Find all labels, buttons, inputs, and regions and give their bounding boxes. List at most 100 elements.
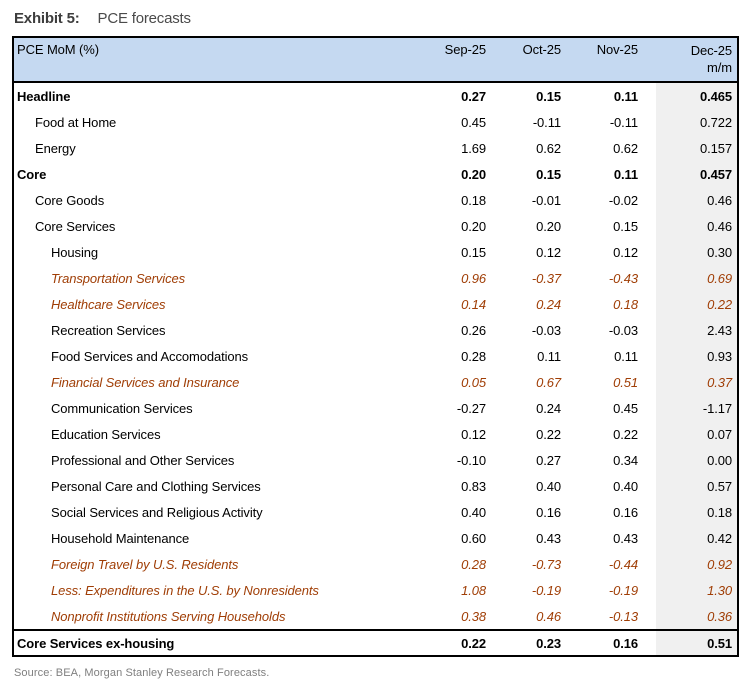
cell-value: 0.16 bbox=[613, 635, 638, 651]
cell-value: -0.03 bbox=[608, 322, 638, 338]
cell-value-dec: 0.57 bbox=[656, 473, 737, 499]
column-header-nov25: Nov-25 bbox=[596, 42, 638, 57]
table-row: Housing 0.15 0.12 0.12 0.30 bbox=[14, 239, 737, 265]
row-label: Social Services and Religious Activity bbox=[51, 504, 263, 520]
cell-value: -0.03 bbox=[531, 322, 561, 338]
source-note: Source: BEA, Morgan Stanley Research For… bbox=[14, 667, 270, 679]
cell-value: 0.20 bbox=[461, 218, 486, 234]
cell-value: 0.11 bbox=[613, 166, 638, 182]
row-label: Recreation Services bbox=[51, 322, 166, 338]
cell-value-dec: 0.157 bbox=[656, 135, 737, 161]
cell-value-dec: 0.69 bbox=[656, 265, 737, 291]
row-label: Less: Expenditures in the U.S. by Nonres… bbox=[51, 582, 319, 598]
cell-value: 0.15 bbox=[536, 88, 561, 104]
cell-value: 0.40 bbox=[613, 478, 638, 494]
cell-value: -0.44 bbox=[608, 556, 638, 572]
table-row: Professional and Other Services -0.10 0.27… bbox=[14, 447, 737, 473]
cell-value: -0.10 bbox=[456, 452, 486, 468]
row-label: Professional and Other Services bbox=[51, 452, 235, 468]
cell-value: 0.26 bbox=[461, 322, 486, 338]
column-header-oct25: Oct-25 bbox=[522, 42, 562, 57]
cell-value-dec: 2.43 bbox=[656, 317, 737, 343]
table-row: Core Goods 0.18 -0.01 -0.02 0.46 bbox=[14, 187, 737, 213]
cell-value: 0.11 bbox=[614, 348, 638, 364]
cell-value: 0.12 bbox=[536, 244, 561, 260]
cell-value: 1.69 bbox=[461, 140, 486, 156]
cell-value: 0.40 bbox=[461, 504, 486, 520]
row-label: Transportation Services bbox=[51, 270, 186, 286]
table-row: Food at Home 0.45 -0.11 -0.11 0.722 bbox=[14, 109, 737, 135]
cell-value: 0.43 bbox=[613, 530, 638, 546]
row-label: Headline bbox=[17, 88, 71, 104]
cell-value-dec: 0.457 bbox=[656, 161, 737, 187]
cell-value-dec: 0.37 bbox=[656, 369, 737, 395]
cell-value: 0.16 bbox=[536, 504, 561, 520]
cell-value: 0.18 bbox=[613, 296, 638, 312]
table-row: Headline 0.27 0.15 0.11 0.465 bbox=[14, 83, 737, 109]
exhibit-name: PCE forecasts bbox=[97, 10, 191, 27]
cell-value: 0.28 bbox=[461, 348, 486, 364]
cell-value: -0.11 bbox=[609, 114, 638, 130]
row-label: Energy bbox=[35, 140, 76, 156]
table-header-label: PCE MoM (%) bbox=[17, 42, 99, 57]
column-header-dec25: Dec-25 m/m bbox=[656, 38, 737, 81]
cell-value: 0.22 bbox=[461, 635, 486, 651]
cell-value: 0.45 bbox=[461, 114, 486, 130]
cell-value: -0.01 bbox=[531, 192, 561, 208]
cell-value-dec: 0.30 bbox=[656, 239, 737, 265]
cell-value: 0.20 bbox=[536, 218, 561, 234]
table-row: Education Services 0.12 0.22 0.22 0.07 bbox=[14, 421, 737, 447]
cell-value: 0.22 bbox=[536, 426, 561, 442]
cell-value-dec: 0.22 bbox=[656, 291, 737, 317]
column-spacer bbox=[638, 38, 656, 81]
row-label: Core bbox=[17, 166, 47, 182]
cell-value-dec: 0.93 bbox=[656, 343, 737, 369]
cell-value: 0.20 bbox=[461, 166, 486, 182]
cell-value: -0.11 bbox=[532, 114, 561, 130]
table-row: Personal Care and Clothing Services 0.83 0… bbox=[14, 473, 737, 499]
cell-value-dec: 0.92 bbox=[656, 551, 737, 577]
cell-value: 0.18 bbox=[461, 192, 486, 208]
table-row: Core Services 0.20 0.20 0.15 0.46 bbox=[14, 213, 737, 239]
cell-value-dec: 0.07 bbox=[656, 421, 737, 447]
row-label: Core Goods bbox=[35, 192, 105, 208]
cell-value-dec: 0.00 bbox=[656, 447, 737, 473]
cell-value: 0.40 bbox=[536, 478, 561, 494]
cell-value-dec: 1.30 bbox=[656, 577, 737, 603]
table-row: Transportation Services 0.96 -0.37 -0.43 0.6… bbox=[14, 265, 737, 291]
cell-value: 0.12 bbox=[613, 244, 638, 260]
cell-value: -0.27 bbox=[456, 400, 486, 416]
row-label: Education Services bbox=[51, 426, 161, 442]
cell-value: 0.62 bbox=[613, 140, 638, 156]
cell-value: 1.08 bbox=[461, 582, 486, 598]
row-label: Core Services ex-housing bbox=[17, 635, 175, 651]
pce-forecast-table: PCE MoM (%) Sep-25 Oct-25 Nov-25 Dec-25 … bbox=[12, 36, 739, 657]
table-row: Recreation Services 0.26 -0.03 -0.03 2.43 bbox=[14, 317, 737, 343]
row-label: Housing bbox=[51, 244, 98, 260]
cell-value: 0.14 bbox=[461, 296, 486, 312]
cell-value: 0.15 bbox=[536, 166, 561, 182]
table-row: Core Services ex-housing 0.22 0.23 0.16 0.51 bbox=[14, 629, 737, 655]
cell-value: -0.02 bbox=[608, 192, 638, 208]
cell-value: 0.16 bbox=[613, 504, 638, 520]
column-header-dec25-unit: m/m bbox=[707, 60, 732, 75]
cell-value-dec: 0.722 bbox=[656, 109, 737, 135]
table-row: Social Services and Religious Activity 0.… bbox=[14, 499, 737, 525]
table-row: Nonprofit Institutions Serving Household… bbox=[14, 603, 737, 629]
cell-value: -0.37 bbox=[531, 270, 561, 286]
cell-value: -0.19 bbox=[531, 582, 561, 598]
cell-value: 0.24 bbox=[536, 296, 561, 312]
cell-value: 0.96 bbox=[461, 270, 486, 286]
cell-value-dec: 0.18 bbox=[656, 499, 737, 525]
table-body: Headline 0.27 0.15 0.11 0.465 Food at Home 0.4… bbox=[14, 83, 737, 655]
cell-value-dec: 0.46 bbox=[656, 213, 737, 239]
cell-value: 0.27 bbox=[536, 452, 561, 468]
cell-value: 0.15 bbox=[461, 244, 486, 260]
row-label: Healthcare Services bbox=[51, 296, 166, 312]
row-label: Food Services and Accomodations bbox=[51, 348, 249, 364]
cell-value: -0.73 bbox=[531, 556, 561, 572]
row-label: Nonprofit Institutions Serving Household… bbox=[51, 608, 286, 624]
table-header-row: PCE MoM (%) Sep-25 Oct-25 Nov-25 Dec-25 … bbox=[14, 38, 737, 83]
cell-value: 0.27 bbox=[461, 88, 486, 104]
cell-value: 0.43 bbox=[536, 530, 561, 546]
